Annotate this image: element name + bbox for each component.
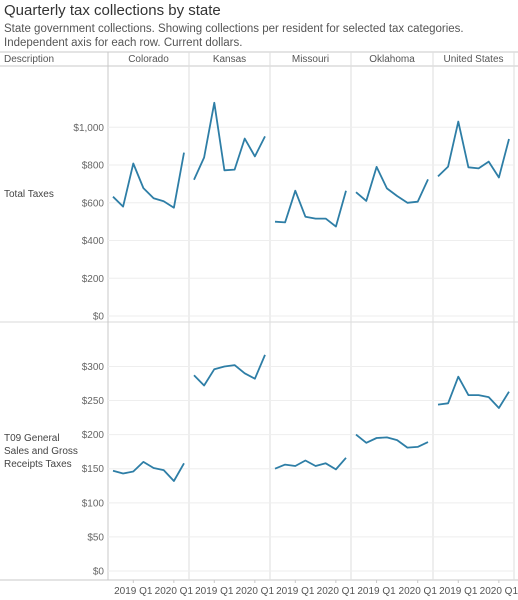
row-label: Total Taxes: [4, 189, 54, 200]
row-label: T09 General: [4, 433, 60, 444]
x-tick-label: 2020 Q1: [155, 586, 194, 597]
series-line-colorado: [112, 152, 185, 209]
row-label: Sales and Gross: [4, 446, 78, 457]
series-line-oklahoma: [355, 165, 429, 204]
y-tick-label: $1,000: [73, 123, 104, 134]
y-tick-label: $50: [87, 532, 104, 543]
y-tick-label: $250: [82, 396, 105, 407]
y-tick-label: $200: [82, 274, 105, 285]
x-tick-label: 2019 Q1: [276, 586, 315, 597]
series-line-kansas: [193, 354, 266, 387]
y-tick-label: $0: [93, 567, 105, 578]
series-line-colorado: [112, 460, 185, 482]
x-tick-label: 2020 Q1: [317, 586, 356, 597]
chart-subtitle: State government collections. Showing co…: [4, 23, 464, 49]
series-line-missouri: [274, 457, 347, 471]
y-tick-label: $400: [82, 236, 105, 247]
chart-title: Quarterly tax collections by state: [4, 2, 221, 19]
x-tick-label: 2020 Q1: [236, 586, 275, 597]
row-label: Receipts Taxes: [4, 459, 72, 470]
y-tick-label: $800: [82, 161, 105, 172]
x-tick-label: 2020 Q1: [480, 586, 518, 597]
y-tick-label: $200: [82, 430, 105, 441]
x-tick-label: 2020 Q1: [399, 586, 438, 597]
column-header-oklahoma: Oklahoma: [369, 54, 415, 65]
series-line-united-states: [437, 120, 510, 179]
x-tick-label: 2019 Q1: [439, 586, 478, 597]
column-header-united-states: United States: [443, 54, 503, 65]
y-tick-label: $0: [93, 312, 105, 323]
series-line-kansas: [193, 101, 266, 181]
y-tick-label: $100: [82, 498, 105, 509]
y-tick-label: $150: [82, 464, 105, 475]
y-tick-label: $600: [82, 198, 105, 209]
column-header-missouri: Missouri: [292, 54, 329, 65]
x-tick-label: 2019 Q1: [114, 586, 153, 597]
column-header-colorado: Colorado: [128, 54, 169, 65]
x-tick-label: 2019 Q1: [357, 586, 396, 597]
y-tick-label: $300: [82, 362, 105, 373]
series-line-oklahoma: [355, 433, 429, 449]
column-header-kansas: Kansas: [213, 54, 246, 65]
series-line-missouri: [274, 189, 347, 228]
x-tick-label: 2019 Q1: [195, 586, 234, 597]
series-line-united-states: [437, 375, 510, 409]
row-header-label: Description: [4, 54, 54, 65]
